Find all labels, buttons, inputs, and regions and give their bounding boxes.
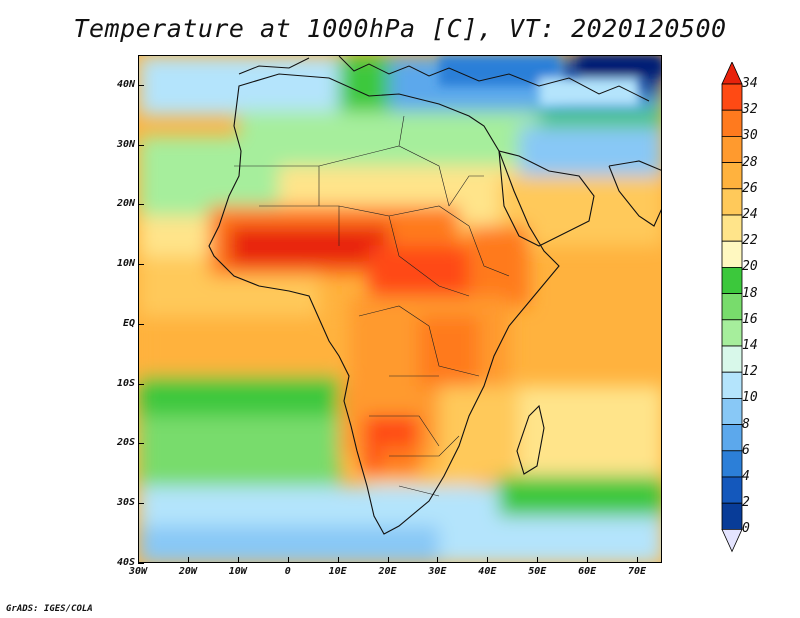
lat-tick	[138, 563, 144, 564]
colorbar-box	[721, 266, 743, 294]
lat-tick	[138, 264, 144, 266]
southern-ocean-colder	[139, 526, 439, 562]
lon-tick-label: 20E	[378, 566, 397, 577]
madagascar-coastline	[516, 404, 545, 475]
colorbar-label: 6	[742, 442, 750, 458]
lat-tick	[138, 383, 144, 385]
chart-title: Temperature at 1000hPa [C], VT: 20201205…	[73, 14, 727, 43]
great-lakes	[419, 316, 479, 396]
lon-tick-label: 0	[284, 566, 291, 577]
lat-tick-label: 40S	[116, 557, 135, 568]
lat-tick-label: 40N	[116, 78, 135, 90]
colorbar-box	[721, 345, 743, 373]
map-canvas	[139, 56, 661, 562]
colorbar-min-triangle	[721, 528, 743, 553]
lat-tick	[138, 204, 144, 206]
colorbar-box	[721, 502, 743, 530]
ethiopia-west	[469, 226, 529, 306]
lon-tick-label: 10W	[228, 566, 247, 577]
colorbar-label: 24	[742, 207, 758, 222]
colorbar-box	[721, 136, 743, 164]
colorbar-label: 2	[742, 495, 750, 511]
colorbar-box	[721, 293, 743, 321]
lat-tick-label: 20S	[116, 437, 135, 449]
lat-tick-label: 30N	[116, 138, 135, 150]
colorbar-box	[721, 240, 743, 268]
lat-tick	[138, 443, 144, 445]
lon-tick	[187, 557, 189, 563]
colorbar	[721, 62, 743, 553]
colorbar-box	[721, 450, 743, 478]
lat-tick	[138, 84, 144, 86]
colorbar-label: 22	[742, 233, 758, 249]
colorbar-box	[721, 476, 743, 504]
lon-tick	[587, 557, 589, 563]
lon-tick-label: 30W	[128, 566, 148, 577]
colorbar-label: 14	[742, 338, 758, 353]
country-borders	[234, 115, 510, 497]
colorbar-label: 12	[742, 364, 758, 380]
colorbar-box	[721, 188, 743, 216]
caspian-light	[539, 78, 639, 106]
africa-coastline	[208, 73, 560, 535]
lon-tick	[287, 557, 289, 563]
west-sahel-hottest	[229, 226, 389, 266]
lat-tick-label: 30S	[116, 497, 135, 509]
arabia-coastline	[498, 150, 595, 247]
lon-tick	[337, 557, 339, 563]
lon-tick	[637, 557, 639, 563]
colorbar-label: 8	[742, 416, 750, 432]
lat-tick	[138, 503, 144, 505]
lon-tick-label: 60E	[578, 566, 597, 577]
lat-tick-label: 20N	[116, 198, 135, 210]
colorbar-label: 18	[742, 285, 758, 301]
colorbar-label: 20	[742, 259, 758, 275]
colorbar-max-triangle	[721, 62, 743, 85]
lon-tick	[387, 557, 389, 563]
asia-coldest	[579, 56, 661, 76]
lat-tick-label: 10N	[116, 258, 135, 270]
colorbar-label: 0	[742, 521, 750, 537]
colorbar-label: 28	[742, 154, 758, 170]
lon-tick-label: 70E	[628, 566, 647, 577]
lat-tick	[138, 144, 144, 146]
colorbar-label: 4	[742, 469, 750, 484]
colorbar-box	[721, 109, 743, 137]
colorbar-box	[721, 83, 743, 111]
colorbar-box	[721, 371, 743, 399]
colorbar-box	[721, 162, 743, 190]
lat-tick	[138, 323, 144, 325]
grads-credit: GrADS: IGES/COLA	[6, 604, 93, 614]
europe-coastline	[238, 56, 650, 102]
lon-tick-label: 40E	[478, 566, 497, 577]
lon-tick-label: 10E	[328, 566, 347, 577]
lon-tick	[437, 557, 439, 563]
colorbar-label: 26	[742, 180, 758, 196]
colorbar-box	[721, 424, 743, 452]
colorbar-label: 10	[742, 390, 758, 406]
indian-ocean-south	[519, 386, 661, 476]
lon-tick-label: 20W	[178, 566, 197, 577]
colorbar-box	[721, 319, 743, 347]
lon-tick-label: 50E	[528, 566, 547, 577]
atlantic-equator	[139, 316, 359, 376]
colorbar-label: 30	[742, 128, 758, 144]
colorbar-label: 16	[742, 311, 758, 327]
india-coastline	[608, 160, 661, 227]
temperature-map	[138, 55, 662, 563]
lon-tick	[237, 557, 239, 563]
colorbar-label: 34	[742, 76, 758, 91]
lon-tick	[537, 557, 539, 563]
colorbar-box	[721, 397, 743, 425]
lat-tick-label: EQ	[122, 317, 135, 329]
sahara-north-green	[239, 111, 539, 176]
lon-tick	[138, 557, 139, 563]
colorbar-label: 32	[742, 102, 758, 118]
colorbar-box	[721, 214, 743, 242]
lat-tick-label: 10S	[116, 377, 135, 389]
lon-tick	[487, 557, 489, 563]
lon-tick-label: 30E	[428, 566, 447, 577]
